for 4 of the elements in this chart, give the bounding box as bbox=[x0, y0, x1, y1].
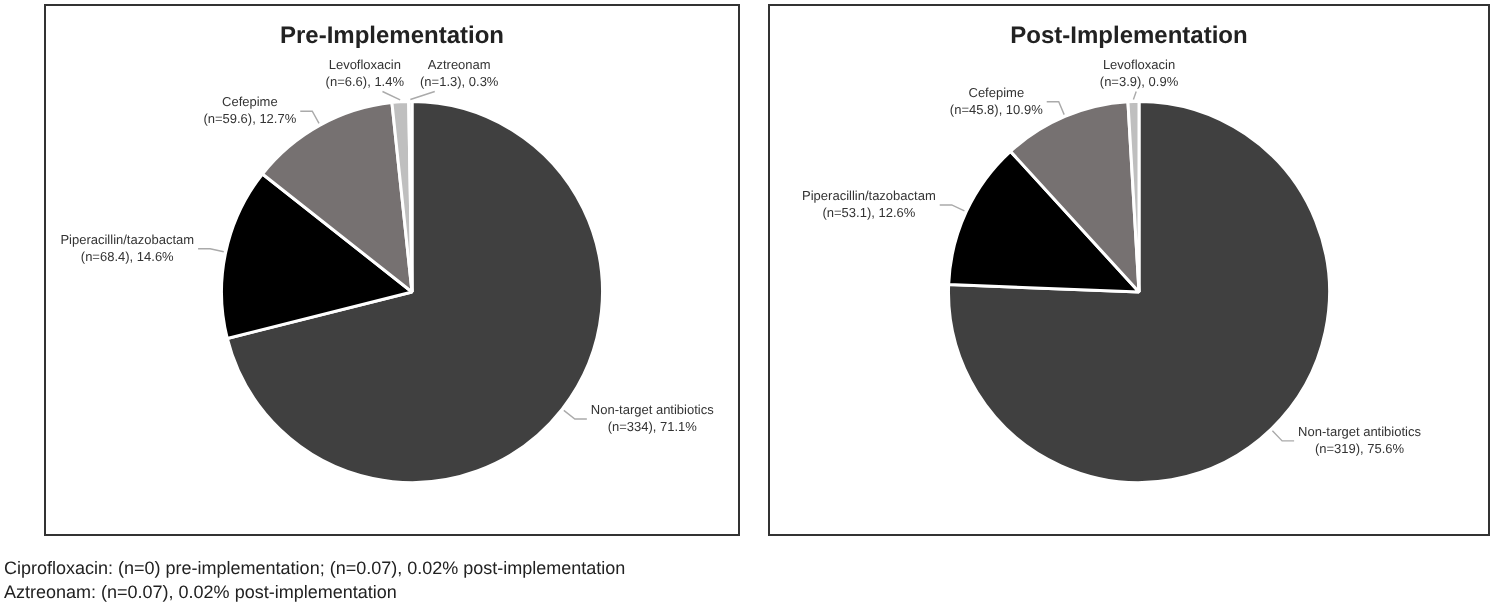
chart-title: Post-Implementation bbox=[1010, 20, 1248, 49]
text: Aztreonam: (n=0.07), 0.02% post-implementation bbox=[4, 582, 397, 602]
text: Ciprofloxacin: (n=0) pre-implementation; (n=0.07), 0.02% post-implementation bbox=[4, 558, 626, 578]
chart-title: Pre-Implementation bbox=[279, 20, 505, 49]
